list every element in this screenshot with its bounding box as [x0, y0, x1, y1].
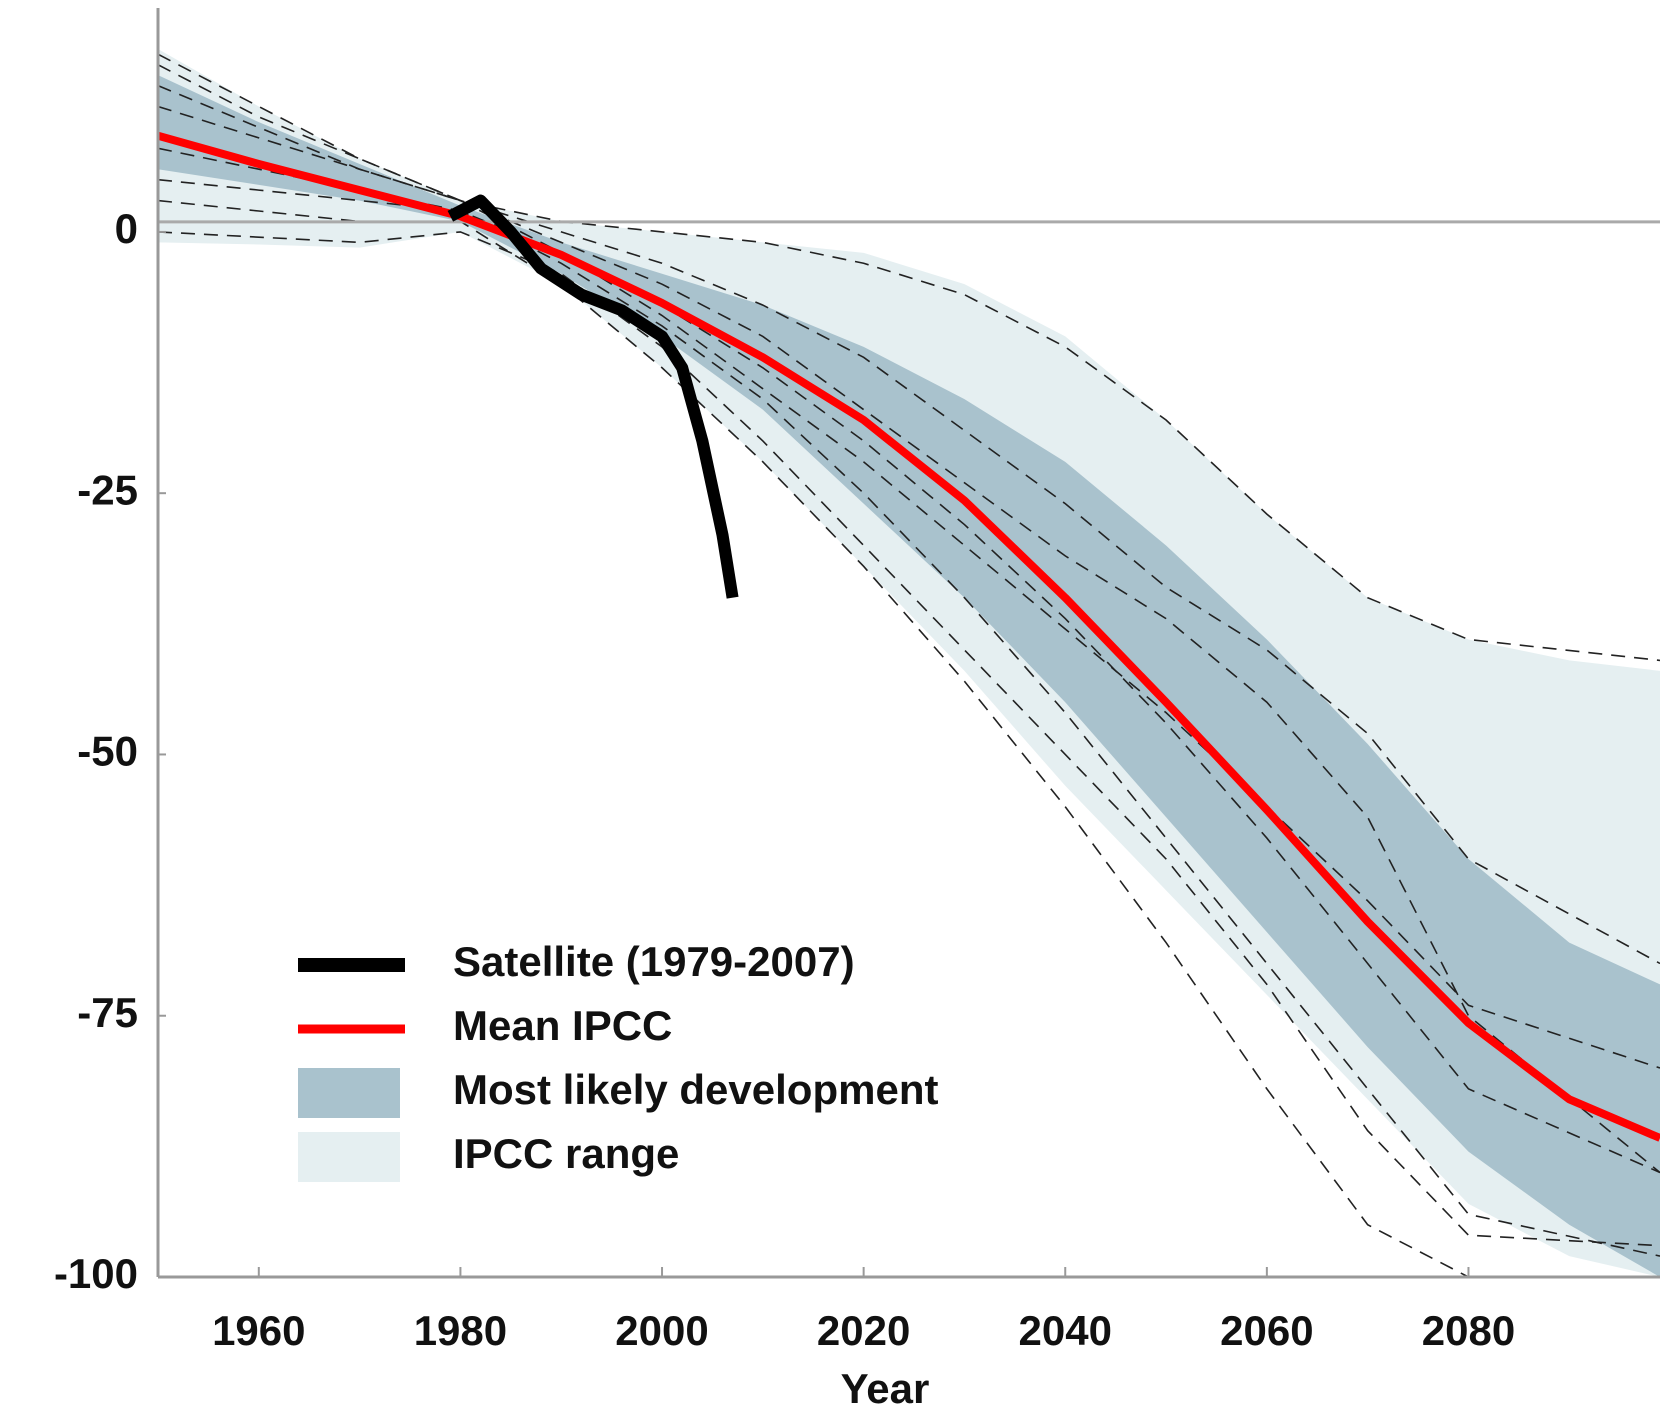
x-tick-label: 2040	[1019, 1307, 1112, 1354]
x-tick-label: 2080	[1422, 1307, 1515, 1354]
series-line	[447, 194, 739, 599]
series-line	[158, 131, 1660, 1142]
band	[158, 75, 1660, 1277]
x-tick-label: 2000	[615, 1307, 708, 1354]
y-tick-label: -50	[77, 728, 138, 775]
legend-swatch	[298, 1068, 400, 1118]
legend-label: Satellite (1979-2007)	[453, 938, 855, 985]
model-run	[158, 84, 1660, 1069]
axes: -100 -75 -50 -25 0 1960 1980 2000 2020 2040 2060 20…	[54, 8, 1660, 1354]
x-tick-label: 2060	[1220, 1307, 1313, 1354]
x-tick-label: 1960	[212, 1307, 305, 1354]
legend-label: Mean IPCC	[453, 1002, 672, 1049]
x-axis-label: Year	[841, 1365, 930, 1412]
y-tick-label: -100	[54, 1250, 138, 1297]
x-tick-label: 2020	[817, 1307, 910, 1354]
legend: Satellite (1979-2007) Mean IPCC Most likel…	[298, 938, 938, 1182]
legend-swatch	[298, 1132, 400, 1182]
y-tick-label: -75	[77, 989, 138, 1036]
model-run	[158, 63, 1660, 965]
y-tick-label: 0	[115, 205, 138, 252]
plot-area	[158, 49, 1660, 1277]
y-tick-label: -25	[77, 466, 138, 513]
x-tick-label: 1980	[414, 1307, 507, 1354]
legend-label: Most likely development	[453, 1066, 938, 1113]
legend-label: IPCC range	[453, 1130, 679, 1177]
model-run	[158, 178, 1660, 1257]
model-run	[158, 231, 1660, 1247]
band	[158, 49, 1660, 1277]
